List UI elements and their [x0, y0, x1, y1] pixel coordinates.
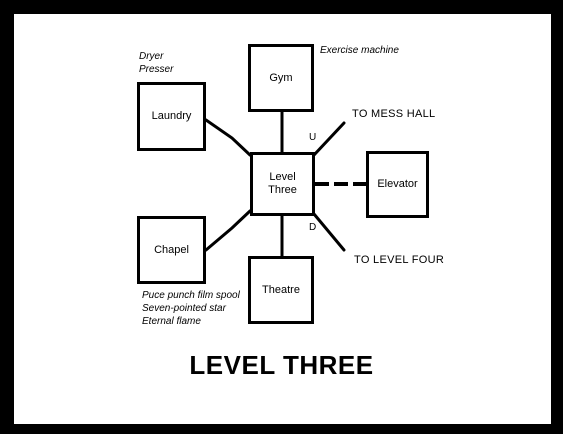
diagram-title: LEVEL THREE — [189, 350, 374, 380]
room-laundry-label: Laundry — [151, 110, 192, 122]
gym-item: Exercise machine — [320, 45, 399, 56]
laundry-item: Presser — [139, 64, 174, 75]
room-theatre: Theatre — [248, 256, 314, 324]
room-elevator-label: Elevator — [377, 178, 418, 190]
room-chapel-label: Chapel — [154, 243, 189, 256]
chapel-item: Seven-pointed star — [142, 303, 226, 314]
room-level-three: Level Three — [250, 152, 315, 216]
room-chapel: Chapel — [137, 216, 206, 284]
direction-up-label: U — [309, 132, 317, 143]
laundry-item: Dryer — [139, 51, 164, 62]
mess-hall-connector — [312, 121, 346, 157]
laundry-items-note: Dryer Presser — [139, 50, 173, 76]
level-four-connector — [312, 212, 346, 252]
room-gym-label: Gym — [269, 71, 293, 84]
chapel-item: Puce punch film spool — [142, 290, 240, 301]
chapel-items-note: Puce punch film spool Seven-pointed star… — [142, 289, 240, 328]
room-gym: Gym — [248, 44, 314, 112]
room-level-three-label: Level Three — [268, 171, 297, 196]
room-laundry: Laundry — [137, 82, 206, 151]
gym-items-note: Exercise machine — [320, 44, 399, 57]
room-elevator: Elevator — [366, 151, 429, 218]
exit-level-four-label: TO LEVEL FOUR — [354, 254, 445, 266]
chapel-item: Eternal flame — [142, 316, 201, 327]
room-theatre-label: Theatre — [262, 283, 300, 296]
chapel-connector — [204, 209, 252, 252]
laundry-connector — [204, 118, 252, 157]
exit-mess-hall-label: TO MESS HALL — [352, 108, 436, 120]
direction-down-label: D — [309, 222, 317, 233]
